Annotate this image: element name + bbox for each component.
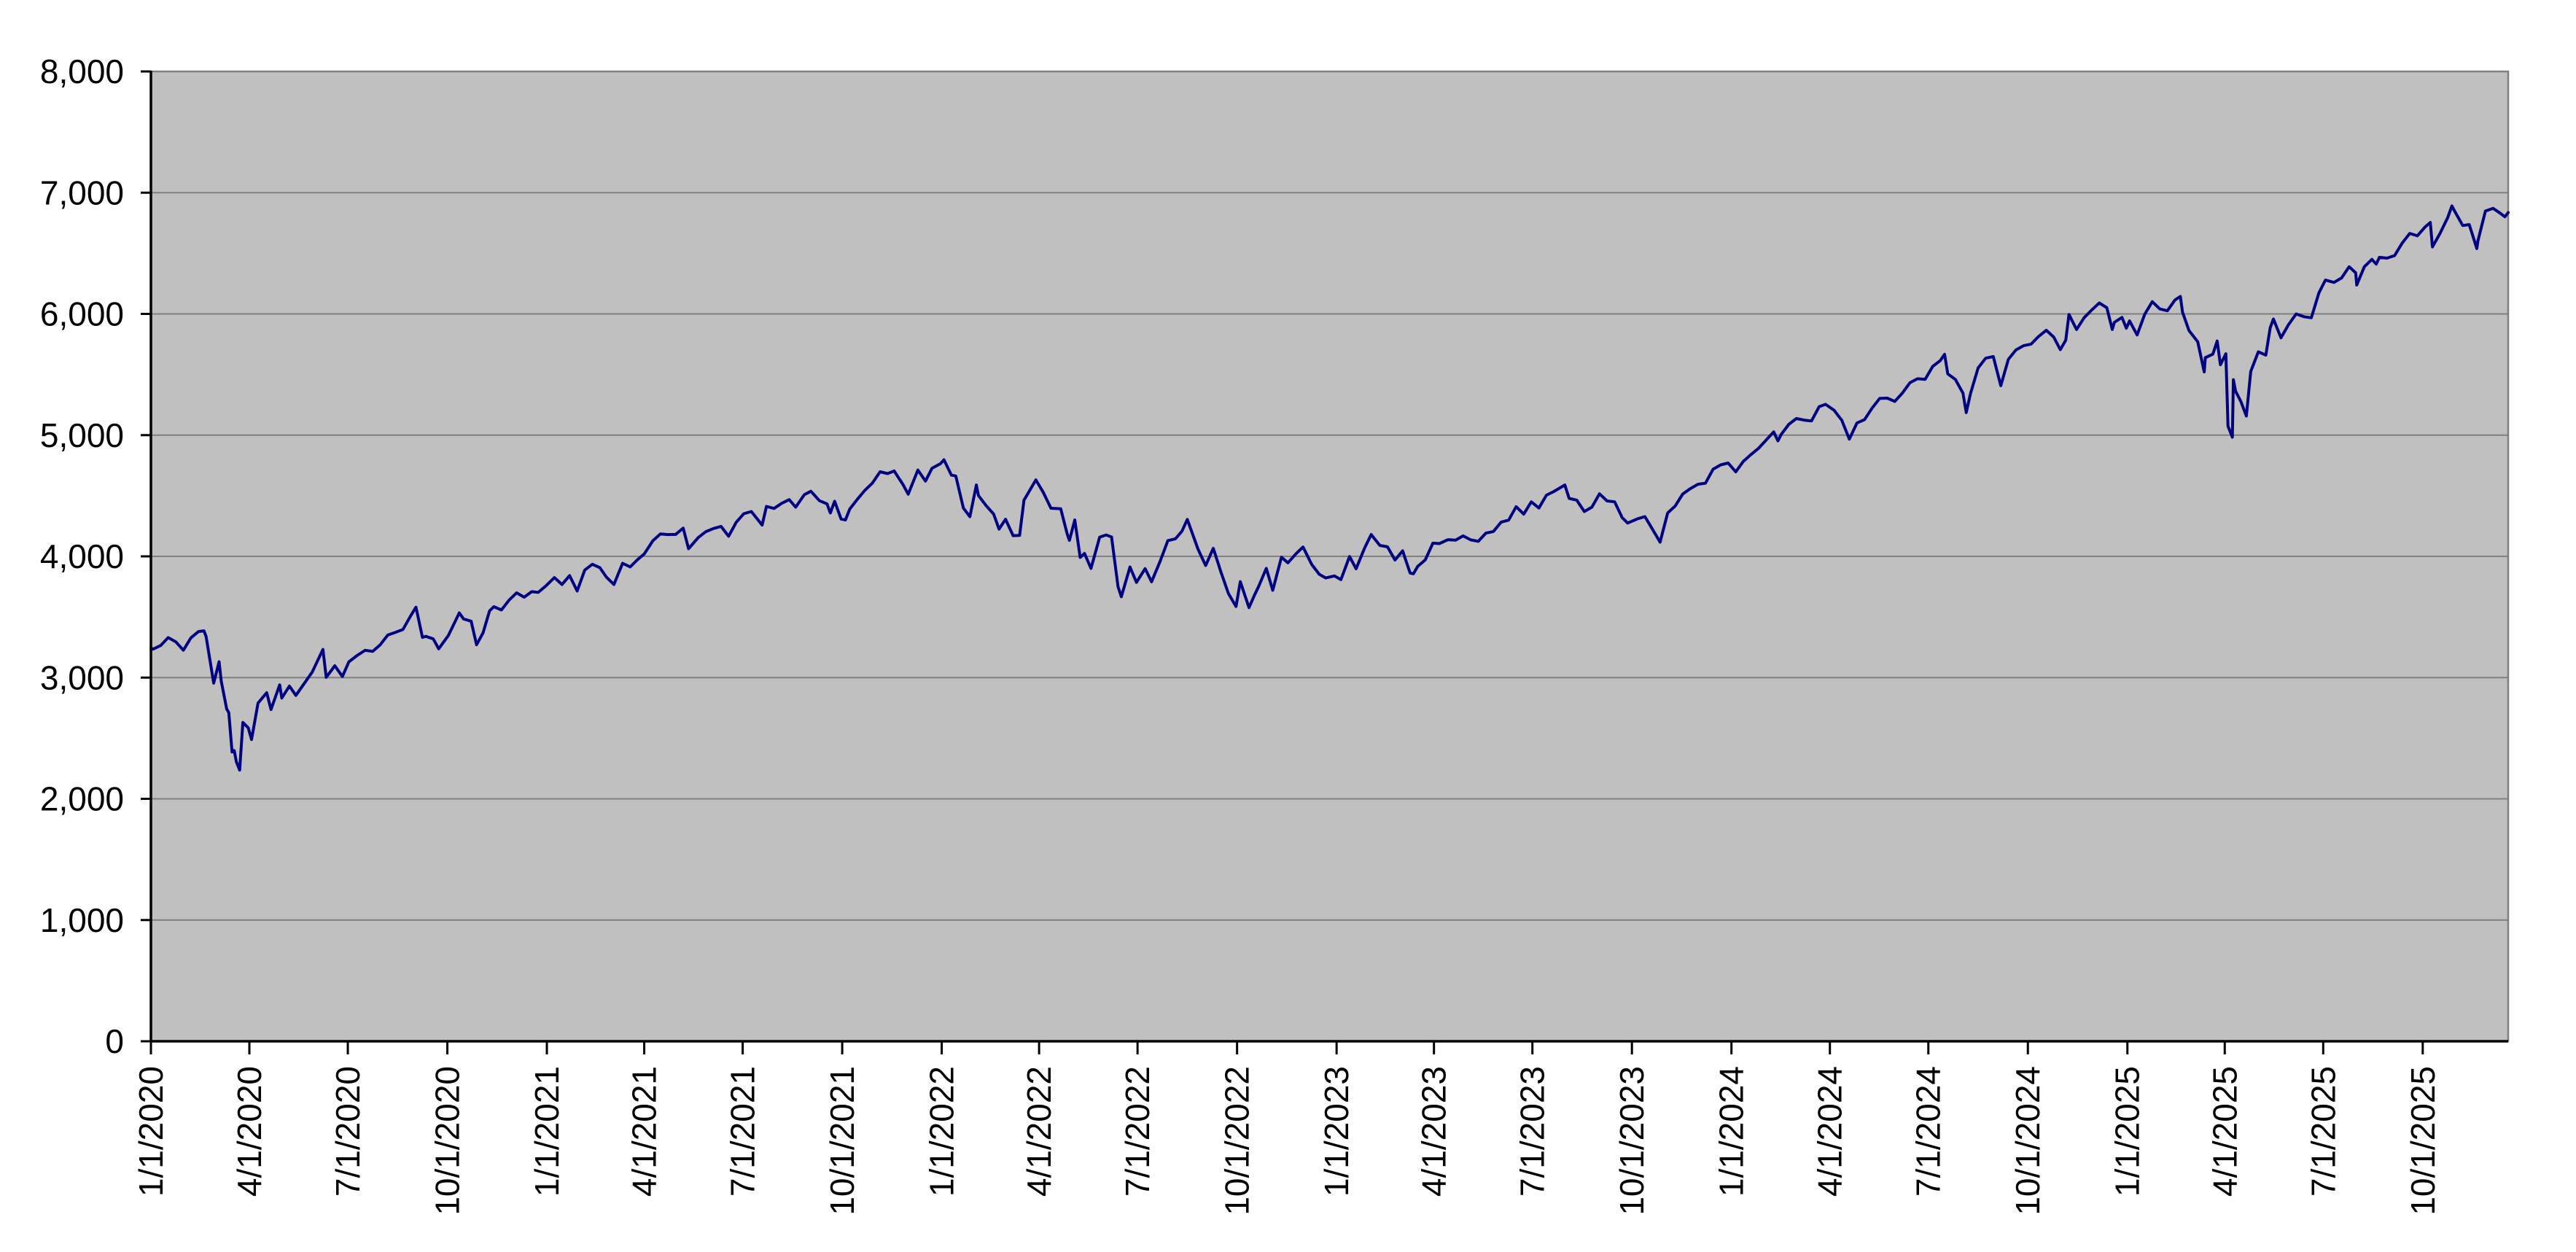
x-axis-tick-label: 1/1/2021 xyxy=(528,1066,566,1197)
x-axis-ticks xyxy=(149,1041,2424,1054)
x-axis-tick-label: 4/1/2024 xyxy=(1811,1066,1849,1197)
x-axis-tick-label: 4/1/2021 xyxy=(626,1066,664,1197)
x-axis-tick-label: 7/1/2020 xyxy=(329,1066,367,1197)
x-axis-tick-label: 1/1/2020 xyxy=(132,1066,170,1197)
y-axis-labels: 0 1,000 2,000 3,000 4,000 5,000 6,000 7,000 8,00… xyxy=(40,53,124,1060)
x-axis-tick-label: 10/1/2022 xyxy=(1218,1066,1256,1216)
y-axis-tick-label: 3,000 xyxy=(40,658,124,696)
x-axis-tick-label: 7/1/2024 xyxy=(1910,1066,1947,1197)
x-axis-tick-label: 7/1/2022 xyxy=(1118,1066,1156,1197)
y-axis-tick-label: 4,000 xyxy=(40,537,124,575)
x-axis-tick-label: 1/1/2022 xyxy=(923,1066,961,1197)
y-axis-ticks xyxy=(141,70,151,1043)
y-axis-tick-label: 0 xyxy=(105,1022,124,1060)
x-axis-tick-label: 7/1/2021 xyxy=(724,1066,762,1197)
x-axis-tick-label: 10/1/2021 xyxy=(823,1066,861,1216)
x-axis-tick-label: 4/1/2023 xyxy=(1415,1066,1453,1197)
x-axis-tick-label: 1/1/2025 xyxy=(2109,1066,2147,1197)
x-axis-tick-label: 10/1/2020 xyxy=(429,1066,467,1216)
price-line-series xyxy=(149,204,2510,772)
x-axis-tick-label: 10/1/2024 xyxy=(2009,1066,2047,1216)
x-axis-labels: 1/1/2020 4/1/2020 7/1/2020 10/1/2020 1/1/202… xyxy=(132,1066,2442,1216)
x-axis-tick-label: 7/1/2025 xyxy=(2304,1066,2342,1197)
x-axis-tick-label: 10/1/2023 xyxy=(1613,1066,1651,1216)
x-axis-tick-label: 1/1/2024 xyxy=(1713,1066,1751,1197)
x-axis-tick-label: 4/1/2022 xyxy=(1020,1066,1058,1197)
x-axis-tick-label: 4/1/2025 xyxy=(2206,1066,2244,1197)
x-axis-tick-label: 7/1/2023 xyxy=(1514,1066,1552,1197)
x-axis-tick-label: 10/1/2025 xyxy=(2404,1066,2442,1216)
gridlines xyxy=(151,192,2508,921)
y-axis-tick-label: 7,000 xyxy=(40,174,124,211)
y-axis-tick-label: 1,000 xyxy=(40,901,124,939)
y-axis-tick-label: 6,000 xyxy=(40,295,124,333)
y-axis-tick-label: 2,000 xyxy=(40,780,124,818)
y-axis-tick-label: 8,000 xyxy=(40,53,124,90)
x-axis-tick-label: 1/1/2023 xyxy=(1318,1066,1355,1197)
price-line xyxy=(149,204,2510,772)
y-axis-tick-label: 5,000 xyxy=(40,416,124,454)
x-axis-tick-label: 4/1/2020 xyxy=(230,1066,268,1197)
